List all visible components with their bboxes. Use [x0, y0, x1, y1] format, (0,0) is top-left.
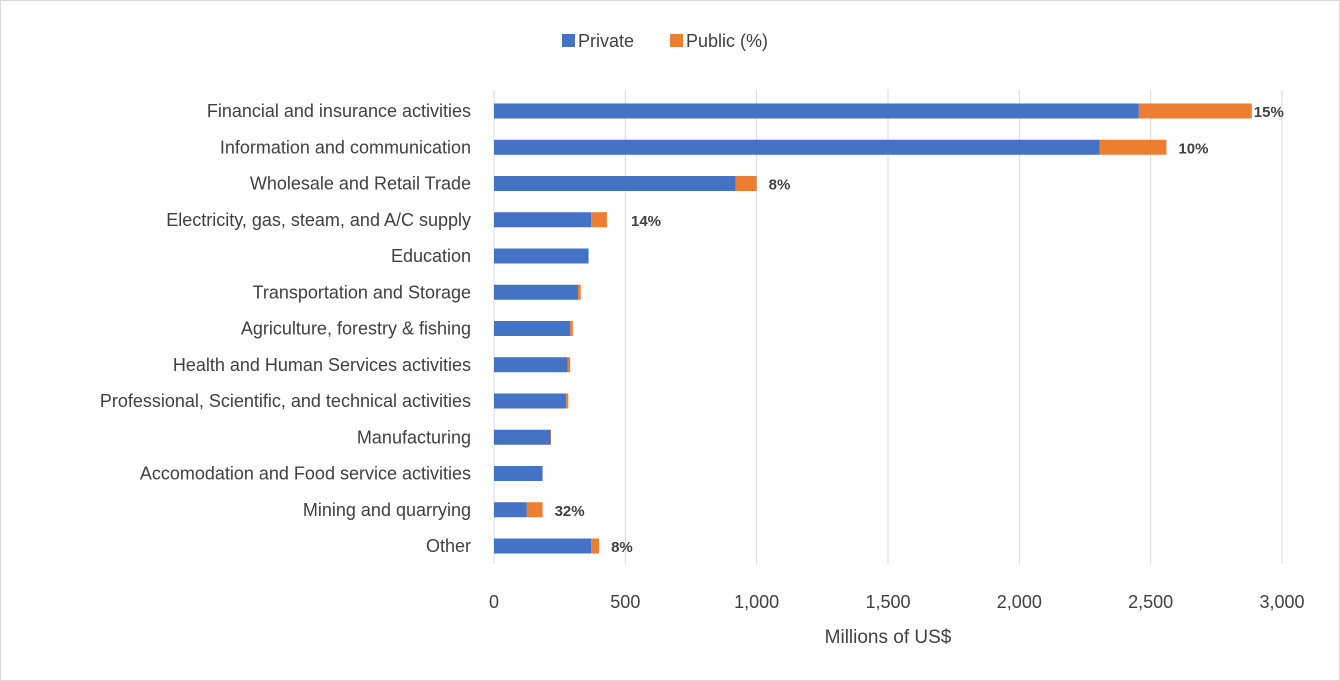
category-labels: Financial and insurance activities Inform…: [100, 101, 471, 556]
x-tick-label: 500: [610, 592, 640, 612]
bar-public: [567, 357, 571, 373]
bar-private: [494, 248, 589, 264]
x-tick-labels: 0 500 1,000 1,500 2,000 2,500 3,000: [489, 592, 1305, 612]
bar-private: [494, 139, 1100, 155]
category-label: Financial and insurance activities: [207, 101, 471, 121]
x-axis-title: Millions of US$: [825, 627, 952, 648]
category-label: Information and communication: [220, 137, 471, 157]
bar-public: [591, 212, 607, 228]
category-label: Other: [426, 536, 471, 556]
data-label: 15%: [1254, 104, 1284, 121]
category-label: Manufacturing: [357, 427, 471, 447]
category-label: Agriculture, forestry & fishing: [241, 319, 471, 339]
category-label: Mining and quarrying: [303, 500, 471, 520]
data-label: 8%: [611, 539, 633, 556]
bar-private: [494, 538, 592, 554]
x-tick-label: 2,500: [1128, 592, 1173, 612]
bar-public: [591, 538, 600, 554]
legend-label-public: Public (%): [686, 31, 768, 51]
x-tick-label: 1,500: [865, 592, 910, 612]
bar-private: [494, 176, 736, 191]
bar-public: [578, 284, 581, 300]
category-label: Transportation and Storage: [253, 282, 471, 302]
x-tick-label: 3,000: [1259, 592, 1304, 612]
x-tick-label: 1,000: [734, 592, 779, 612]
category-label: Education: [391, 246, 471, 266]
data-label: 8%: [769, 177, 791, 194]
category-label: Wholesale and Retail Trade: [250, 174, 471, 194]
bar-public: [550, 429, 551, 445]
legend: Private Public (%): [562, 31, 768, 51]
bar-private: [494, 393, 567, 409]
data-label: 14%: [631, 213, 661, 230]
bar-private: [494, 284, 579, 300]
bar-private: [494, 212, 592, 228]
legend-label-private: Private: [578, 31, 634, 51]
bar-private: [494, 357, 568, 373]
x-tick-label: 2,000: [997, 592, 1042, 612]
bar-private: [494, 321, 571, 336]
bar-private: [494, 103, 1139, 119]
category-label: Electricity, gas, steam, and A/C supply: [166, 210, 471, 230]
data-label: 10%: [1178, 140, 1208, 157]
bars: [494, 103, 1252, 554]
bar-private: [494, 502, 527, 518]
category-label: Professional, Scientific, and technical …: [100, 391, 471, 411]
bar-private: [494, 429, 551, 445]
x-tick-label: 0: [489, 592, 499, 612]
bar-private: [494, 466, 543, 481]
category-label: Health and Human Services activities: [173, 355, 471, 375]
gridlines: [493, 90, 1283, 564]
legend-swatch-public: [670, 34, 683, 47]
bar-public: [570, 321, 573, 336]
bar-public: [566, 393, 569, 409]
data-labels: 15% 10% 8% 14% 32% 8%: [555, 104, 1284, 556]
category-label: Accomodation and Food service activities: [140, 464, 471, 484]
legend-swatch-private: [562, 34, 575, 47]
bar-public: [1099, 139, 1167, 155]
bar-public: [526, 502, 543, 518]
bar-public: [1138, 103, 1252, 119]
data-label: 32%: [555, 503, 585, 520]
bar-public: [735, 176, 757, 191]
